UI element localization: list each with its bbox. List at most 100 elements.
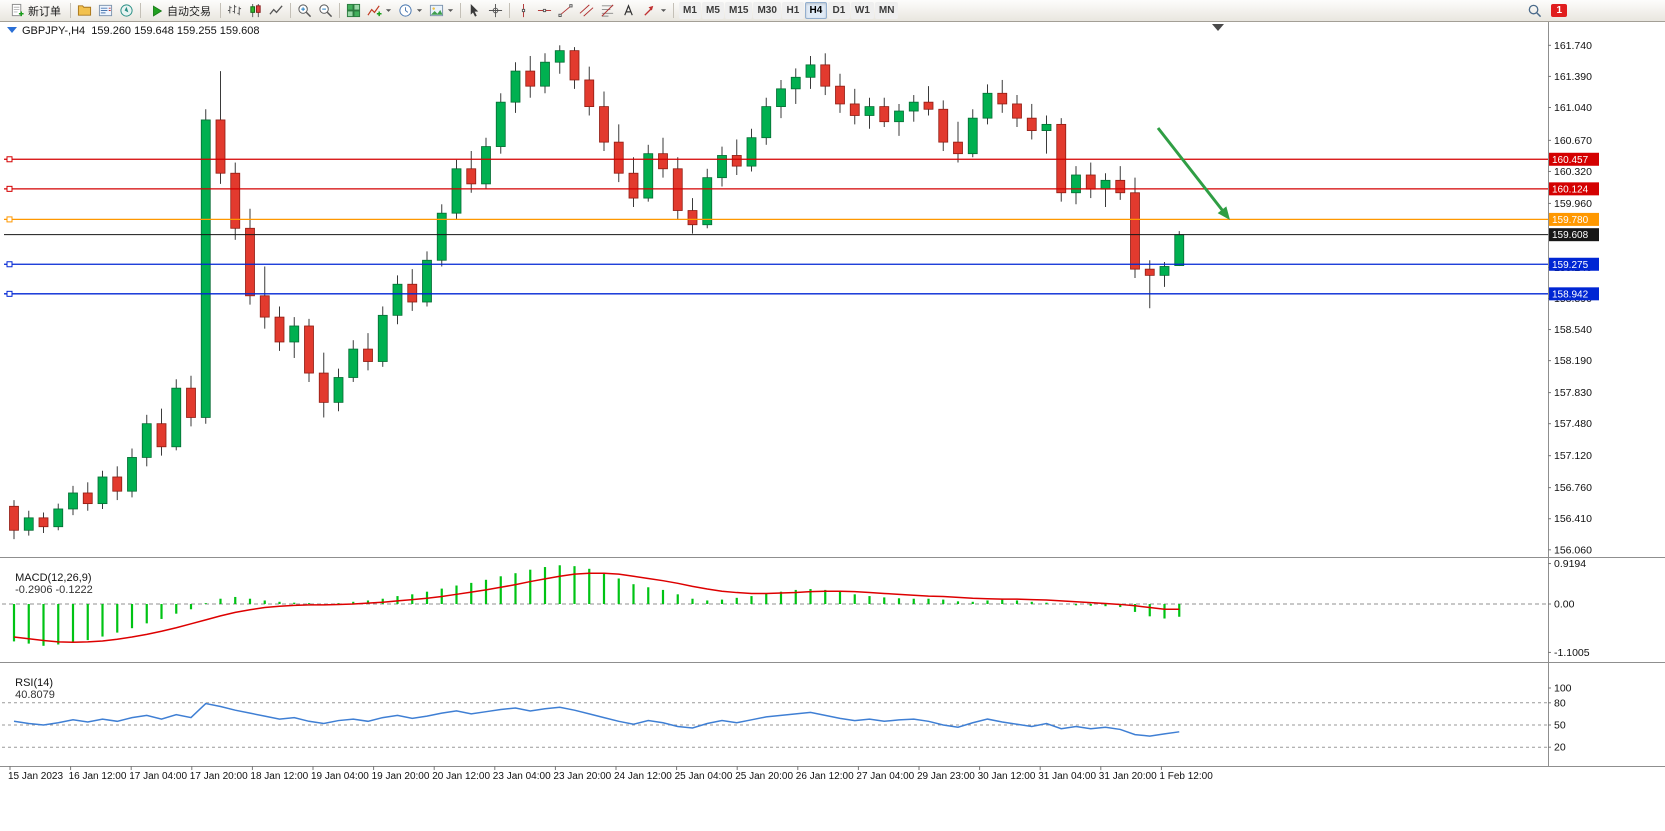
candle bbox=[53, 503, 64, 531]
candle bbox=[1115, 166, 1126, 200]
time-axis-label: 19 Jan 04:00 bbox=[311, 771, 369, 782]
time-axis-label: 23 Jan 04:00 bbox=[493, 771, 551, 782]
rsi-indicator-label: RSI(14) 40.8079 bbox=[9, 665, 55, 701]
candle bbox=[849, 88, 860, 125]
candle bbox=[938, 100, 949, 152]
macd-signal-line bbox=[13, 572, 1180, 644]
market-watch-button[interactable] bbox=[95, 1, 116, 21]
cursor-button[interactable] bbox=[464, 1, 485, 21]
horizontal-line-object[interactable] bbox=[4, 290, 1548, 297]
timeframe-button-m30[interactable]: M30 bbox=[753, 2, 781, 19]
candle bbox=[23, 510, 34, 536]
candle bbox=[377, 306, 388, 367]
horizontal-line-object[interactable] bbox=[4, 261, 1548, 268]
candle bbox=[318, 352, 329, 418]
timeframe-button-w1[interactable]: W1 bbox=[850, 2, 874, 19]
price-axis-label: 156.410 bbox=[1554, 513, 1592, 525]
price-axis-label: 158.540 bbox=[1554, 324, 1592, 336]
rsi-axis-label: 50 bbox=[1554, 720, 1566, 732]
chart-candles-button[interactable] bbox=[245, 1, 266, 21]
svg-text:158.942: 158.942 bbox=[1552, 289, 1589, 300]
time-axis-label: 15 Jan 2023 bbox=[8, 771, 63, 782]
rsi-value: 40.8079 bbox=[15, 689, 55, 701]
one-click-trading-toggle[interactable] bbox=[7, 27, 17, 33]
candle bbox=[363, 333, 373, 371]
price-axis-label: 159.960 bbox=[1554, 198, 1592, 210]
channel-tool-button[interactable] bbox=[576, 1, 597, 21]
navigator-icon bbox=[119, 3, 134, 18]
trendline-tool-button[interactable] bbox=[555, 1, 576, 21]
profiles-icon bbox=[77, 3, 92, 18]
svg-text:160.457: 160.457 bbox=[1552, 155, 1589, 166]
text-tool-button[interactable] bbox=[618, 1, 639, 21]
candle bbox=[112, 466, 123, 501]
dropdown-caret-icon bbox=[416, 7, 423, 14]
chart-shift-marker[interactable] bbox=[1212, 24, 1224, 31]
templates-button[interactable] bbox=[426, 1, 457, 21]
price-tag: 158.942 bbox=[1549, 287, 1599, 301]
candle bbox=[1144, 260, 1155, 309]
tile-windows-button[interactable] bbox=[343, 1, 364, 21]
timeframe-button-h1[interactable]: H1 bbox=[781, 2, 804, 19]
horizontal-line-tool-button[interactable] bbox=[534, 1, 555, 21]
price-axis-label: 161.740 bbox=[1554, 40, 1592, 52]
horizontal-line-object[interactable] bbox=[4, 216, 1548, 223]
text-tool-icon bbox=[621, 3, 636, 18]
candle bbox=[186, 375, 196, 427]
candle bbox=[717, 146, 727, 187]
candle bbox=[967, 109, 978, 158]
candle bbox=[1012, 95, 1022, 128]
candle bbox=[97, 470, 108, 509]
time-axis-label: 16 Jan 12:00 bbox=[69, 771, 127, 782]
timeframe-button-mn[interactable]: MN bbox=[874, 2, 899, 19]
search-icon bbox=[1527, 3, 1542, 18]
clock-icon bbox=[398, 3, 413, 18]
line-handle bbox=[6, 261, 13, 268]
timeframe-button-h4[interactable]: H4 bbox=[804, 2, 827, 19]
horizontal-line-object[interactable] bbox=[4, 185, 1548, 192]
candle bbox=[554, 45, 565, 74]
arrows-tool-button[interactable] bbox=[639, 1, 670, 21]
rsi-axis-label: 100 bbox=[1554, 683, 1572, 695]
price-axis-label: 161.390 bbox=[1554, 71, 1592, 83]
profiles-button[interactable] bbox=[74, 1, 95, 21]
navigator-button[interactable] bbox=[116, 1, 137, 21]
dropdown-caret-icon bbox=[447, 7, 454, 14]
candle bbox=[658, 137, 668, 178]
timeframe-button-m1[interactable]: M1 bbox=[679, 2, 701, 19]
crosshair-button[interactable] bbox=[485, 1, 506, 21]
zoom-in-button[interactable] bbox=[294, 1, 315, 21]
trend-arrow-object[interactable] bbox=[1156, 127, 1230, 220]
indicators-button[interactable] bbox=[364, 1, 395, 21]
vertical-line-tool-button[interactable] bbox=[513, 1, 534, 21]
price-tag: 159.608 bbox=[1549, 228, 1599, 242]
toolbar-separator bbox=[460, 3, 461, 18]
fibonacci-tool-button[interactable] bbox=[597, 1, 618, 21]
notification-badge[interactable]: 1 bbox=[1551, 4, 1567, 17]
time-axis-label: 31 Jan 20:00 bbox=[1099, 771, 1157, 782]
chart-bars-button[interactable] bbox=[224, 1, 245, 21]
candle bbox=[687, 198, 698, 234]
timeframe-button-m15[interactable]: M15 bbox=[725, 2, 753, 19]
candle bbox=[584, 66, 595, 116]
candle bbox=[746, 128, 757, 172]
candle bbox=[259, 266, 270, 329]
time-axis-label: 17 Jan 20:00 bbox=[190, 771, 248, 782]
candle bbox=[68, 485, 78, 516]
new-order-button[interactable]: 新订单 bbox=[4, 1, 67, 21]
periods-button[interactable] bbox=[395, 1, 426, 21]
timeframe-button-d1[interactable]: D1 bbox=[827, 2, 850, 19]
line-chart-icon bbox=[269, 3, 284, 18]
zoom-out-button[interactable] bbox=[315, 1, 336, 21]
horizontal-line-object[interactable] bbox=[4, 156, 1548, 163]
candle bbox=[1174, 231, 1185, 267]
candle bbox=[245, 208, 255, 305]
chart-title: GBPJPY-,H4 159.260 159.648 159.255 159.6… bbox=[22, 25, 260, 37]
candle bbox=[1026, 103, 1037, 140]
chart-line-button[interactable] bbox=[266, 1, 287, 21]
autotrading-button[interactable]: 自动交易 bbox=[144, 1, 217, 21]
search-button[interactable] bbox=[1524, 1, 1545, 21]
timeframe-button-m5[interactable]: M5 bbox=[702, 2, 724, 19]
rsi-line bbox=[13, 702, 1180, 737]
